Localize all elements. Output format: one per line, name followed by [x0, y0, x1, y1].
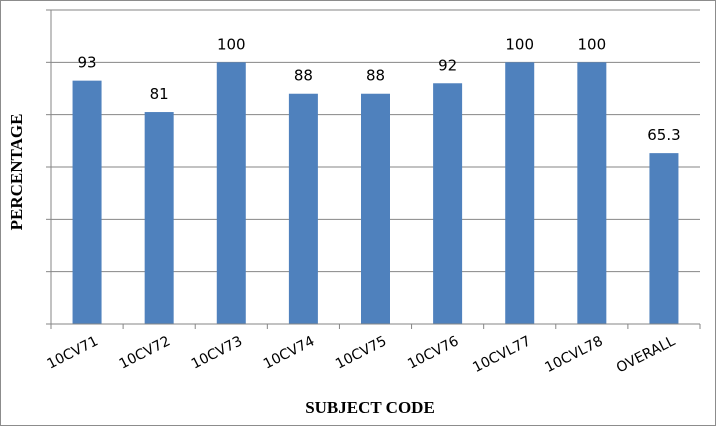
bar-10cv76: [433, 83, 463, 325]
data-label: 81: [150, 85, 169, 103]
x-tick-label: OVERALL: [614, 333, 678, 376]
x-tick-label: 10CVL77: [470, 333, 533, 376]
data-label: 88: [294, 67, 313, 85]
bar-10cv74: [288, 93, 318, 324]
data-label: 100: [505, 35, 534, 53]
y-axis-title: PERCENTAGE: [7, 114, 26, 231]
data-label: 92: [438, 56, 457, 74]
bar-10cv71: [72, 80, 102, 325]
data-label: 93: [78, 54, 97, 72]
x-tick-label: 10CVL78: [542, 333, 605, 376]
x-tick-label: 10CV72: [117, 333, 173, 372]
bar-10cv73: [216, 62, 246, 324]
data-label: 65.3: [647, 126, 680, 144]
x-axis-title: SUBJECT CODE: [305, 398, 435, 417]
data-label: 100: [217, 35, 246, 53]
bar-10cvl78: [577, 62, 607, 324]
axes: [46, 9, 701, 329]
bar-10cv72: [144, 112, 174, 324]
bar-10cvl77: [505, 62, 535, 324]
data-labels: 93 81 100 88 88 92 100 100 65.3: [78, 35, 681, 144]
x-tick-label: 10CV74: [261, 333, 317, 372]
x-tick-label: 10CV71: [45, 333, 101, 372]
x-tick-labels: 10CV71 10CV72 10CV73 10CV74 10CV75 10CV76 10CV…: [45, 333, 678, 376]
data-label: 88: [366, 67, 385, 85]
bar-overall: [649, 153, 679, 324]
bar-10cv75: [361, 93, 390, 324]
x-tick-label: 10CV75: [333, 333, 389, 372]
x-tick-label: 10CV73: [189, 333, 245, 372]
bars: [72, 62, 679, 325]
data-label: 100: [578, 35, 607, 53]
x-tick-label: 10CV76: [405, 333, 461, 372]
